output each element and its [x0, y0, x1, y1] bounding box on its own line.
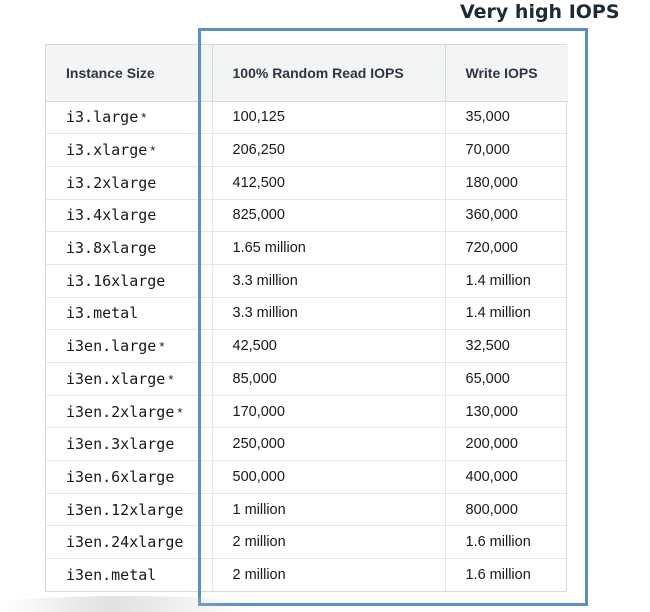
table-row: i3.4xlarge 825,000 360,000 — [46, 199, 568, 233]
instance-size-text: i3en.large — [66, 337, 157, 356]
cell-write-iops: 1.6 million — [465, 567, 531, 584]
cell-read-iops: 206,250 — [212, 133, 446, 167]
header-row: Instance Size 100% Random Read IOPS Writ… — [46, 45, 568, 102]
table-row: i3.16xlarge 3.3 million 1.4 million — [46, 264, 568, 298]
instance-size-text: i3.16xlarge — [66, 271, 166, 290]
cell-read-iops: 3.3 million — [212, 297, 446, 331]
table-row: i3en.xlarge * 85,000 65,000 — [46, 362, 568, 396]
instance-size-text: i3.metal — [66, 304, 139, 323]
cell-write-iops: 720,000 — [445, 231, 568, 265]
table-row: i3en.3xlarge 250,000 200,000 — [46, 427, 568, 462]
header-random-read-iops: 100% Random Read IOPS — [212, 45, 446, 102]
cell-read-iops: 500,000 — [212, 460, 446, 494]
cell-instance-size: i3.16xlarge — [46, 264, 213, 298]
cell-instance-size: i3en.12xlarge — [46, 493, 213, 527]
cell-instance-size: i3en.metal — [46, 558, 213, 592]
cell-write-iops: 800,000 — [445, 493, 568, 527]
cell-instance-size: i3en.24xlarge — [46, 525, 213, 560]
instance-size-text: i3en.24xlarge — [66, 533, 184, 552]
decorative-shadow — [0, 596, 250, 612]
cell-read-iops: 825,000 — [212, 199, 446, 233]
cell-write-iops: 1.4 million — [445, 264, 568, 298]
table-row: i3.2xlarge 412,500 180,000 — [46, 166, 568, 200]
cell-write-iops: 1.6 million — [445, 525, 568, 560]
cell-read-iops: 2 million — [212, 525, 446, 560]
cell-read-iops: 3.3 million — [212, 264, 446, 298]
cell-read-iops: 1.65 million — [212, 231, 446, 265]
header-instance-size: Instance Size — [46, 45, 213, 102]
instance-size-text: i3.2xlarge — [66, 173, 157, 192]
instance-size-text: i3en.2xlarge — [66, 402, 175, 421]
cell-instance-size: i3.xlarge * — [46, 133, 213, 167]
cell-write-iops: 180,000 — [445, 166, 568, 200]
cell-write-iops: 360,000 — [445, 199, 568, 233]
table-row: i3en.large * 42,500 32,500 — [46, 329, 568, 363]
cell-instance-size: i3en.6xlarge — [46, 460, 213, 494]
iops-table-container: Instance Size 100% Random Read IOPS Writ… — [45, 44, 568, 593]
cell-read-iops: 1 million — [212, 493, 446, 527]
annotation-label: Very high IOPS — [460, 1, 620, 23]
header-write-iops: Write IOPS — [445, 45, 568, 102]
cell-write-iops: 1.4 million — [445, 297, 568, 331]
table-row: i3.large * 100,125 35,000 — [46, 101, 568, 135]
cell-read-iops: 42,500 — [212, 329, 446, 363]
cell-read-iops: 100,125 — [212, 101, 446, 135]
table-row: i3en.6xlarge 500,000 400,000 — [46, 460, 568, 494]
footnote-asterisk: * — [150, 143, 156, 159]
table-header: Instance Size 100% Random Read IOPS Writ… — [46, 45, 568, 102]
cell-instance-size: i3en.2xlarge * — [46, 395, 213, 429]
cell-write-iops: 35,000 — [445, 101, 568, 135]
instance-size-text: i3.large — [66, 108, 139, 127]
instance-size-text: i3en.6xlarge — [66, 467, 175, 486]
table-row: i3.metal 3.3 million 1.4 million — [46, 297, 568, 331]
cell-write-iops: 32,500 — [445, 329, 568, 363]
cell-instance-size: i3.8xlarge — [46, 231, 213, 265]
instance-size-text: i3en.3xlarge — [66, 435, 175, 454]
cell-read-iops: 250,000 — [212, 427, 446, 462]
table-row: i3en.2xlarge * 170,000 130,000 — [46, 395, 568, 429]
cell-write-iops: 400,000 — [445, 460, 568, 494]
cell-instance-size: i3.4xlarge — [46, 199, 213, 233]
instance-size-text: i3.8xlarge — [66, 239, 157, 258]
cell-write-iops: 130,000 — [445, 395, 568, 429]
footnote-asterisk: * — [159, 339, 165, 355]
table-row: i3en.12xlarge 1 million 800,000 — [46, 493, 568, 527]
cell-write-iops: 70,000 — [445, 133, 568, 167]
cell-instance-size: i3en.large * — [46, 329, 213, 363]
cell-read-iops: 412,500 — [212, 166, 446, 200]
iops-table: Instance Size 100% Random Read IOPS Writ… — [46, 45, 568, 592]
instance-size-text: i3en.metal — [66, 566, 157, 585]
instance-size-text: i3.4xlarge — [66, 206, 157, 225]
table-row: i3.xlarge * 206,250 70,000 — [46, 133, 568, 167]
cell-read-iops: 2 million — [212, 558, 446, 592]
footnote-asterisk: * — [141, 110, 147, 126]
cell-read-iops: 170,000 — [212, 395, 446, 429]
instance-size-text: i3en.12xlarge — [66, 500, 184, 519]
cell-instance-size: i3.2xlarge — [46, 166, 213, 200]
cell-instance-size: i3.metal — [46, 297, 213, 331]
table-body: i3.large * 100,125 35,000 i3.xlarge * 206,250 7… — [46, 101, 568, 592]
instance-size-text: i3.xlarge — [66, 141, 148, 160]
cell-read-iops: 85,000 — [212, 362, 446, 396]
instance-size-text: i3en.xlarge — [66, 369, 166, 388]
cell-write-iops: 65,000 — [445, 362, 568, 396]
table-row: i3.8xlarge 1.65 million 720,000 — [46, 231, 568, 265]
table-row: i3en.24xlarge 2 million 1.6 million — [46, 525, 568, 560]
footnote-asterisk: * — [177, 404, 183, 420]
cell-write-iops: 200,000 — [445, 427, 568, 462]
cell-instance-size: i3.large * — [46, 101, 213, 135]
cell-instance-size: i3en.3xlarge — [46, 427, 213, 462]
footnote-asterisk: * — [168, 371, 174, 387]
cell-instance-size: i3en.xlarge * — [46, 362, 213, 396]
table-row: i3en.metal 2 million 1.6 million — [46, 558, 568, 592]
